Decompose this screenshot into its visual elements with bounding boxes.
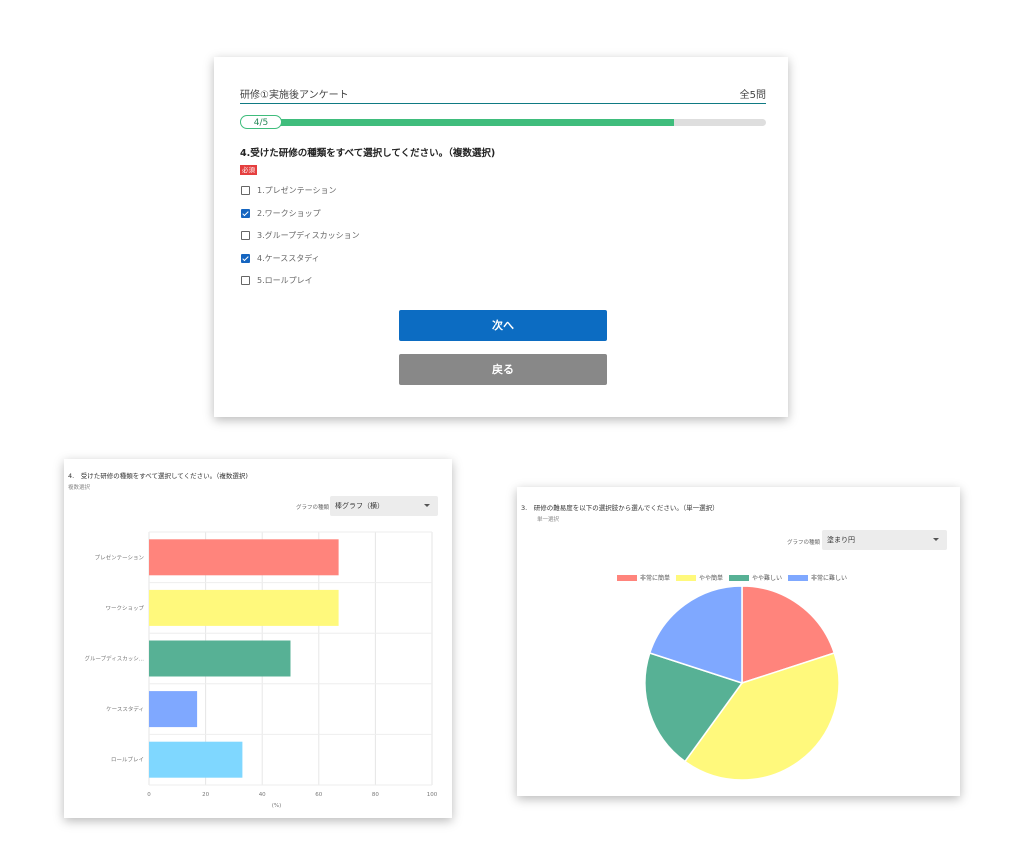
graph-type-value: 塗まり円 [827,536,855,544]
graph-type-select[interactable]: 棒グラフ（横） [330,496,438,516]
checkbox[interactable] [241,208,250,218]
x-axis-label: (%) [272,803,282,809]
progress-fill [254,119,674,126]
category-label: ワークショップ [105,605,144,612]
bar [149,539,339,576]
legend-item: 非常に難しい [788,573,847,582]
survey-title: 研修①実施後アンケート [240,90,349,101]
question-count: 全5問 [739,90,766,101]
checkbox[interactable] [241,230,250,240]
chart-subtitle: 複数選択 [68,485,91,491]
bar-chart-card: 0 20 40 60 80 100 プレゼンテーションワークショップグループディスカッシ..… [64,459,452,818]
option-role-play[interactable]: 5.ロールプレイ [241,274,313,286]
legend-label: やや難しい [752,575,783,582]
pie-slice [644,652,744,763]
option-group-discussion[interactable]: 3.グループディスカッション [241,229,360,241]
graph-type-value: 棒グラフ（横） [335,502,384,510]
x-tick-label: 100 [427,792,438,798]
back-button[interactable]: 戻る [399,354,607,385]
pie-slice [683,652,840,781]
chart-question: 4. 受けた研修の種類をすべて選択してください。（複数選択) [68,472,248,480]
question-text: 4.受けた研修の種類をすべて選択してください。（複数選択) [240,148,496,159]
chart-subtitle: 単一選択 [537,517,560,523]
option-case-study[interactable]: 4.ケーススタディ [241,252,320,264]
category-label: グループディスカッシ... [84,655,144,663]
header-divider [240,103,766,104]
legend-swatch [788,574,809,581]
category-label: ケーススタディ [106,705,144,713]
chevron-down-icon [424,504,430,507]
x-tick-label: 0 [147,792,151,798]
progress-bar [254,119,766,126]
option-label: 4.ケーススタディ [257,253,320,263]
option-label: 5.ロールプレイ [257,275,313,285]
option-label: 2.ワークショップ [257,208,321,218]
bar [149,691,198,728]
pie-slice [648,585,743,685]
progress-label: 4/5 [240,115,282,129]
bar [149,589,339,626]
option-label: 1.プレゼンテーション [257,185,337,195]
x-tick-label: 20 [202,792,209,798]
legend-item: やや難しい [729,573,782,582]
legend-label: やや簡単 [699,575,724,582]
x-tick-label: 80 [372,792,379,798]
x-tick-label: 60 [315,792,322,798]
category-label: プレゼンテーション [95,553,145,561]
option-workshop[interactable]: 2.ワークショップ [241,207,321,219]
pie-slice [741,585,836,685]
checkbox[interactable] [241,185,250,195]
graph-type-select[interactable]: 塗まり円 [822,530,947,550]
graph-type-label: グラフの種類 [296,505,330,511]
survey-card: 研修①実施後アンケート 全5問 4/5 4.受けた研修の種類をすべて選択してくだ… [214,57,788,417]
checkbox[interactable] [241,275,250,285]
pie-legend: 非常に簡単 やや簡単 やや難しい 非常に難しい [617,573,853,582]
option-label: 3.グループディスカッション [257,230,360,240]
legend-item: やや簡単 [676,573,723,582]
bar [149,640,291,677]
graph-type-label: グラフの種類 [787,540,821,546]
required-badge: 必須 [240,165,257,175]
option-presentation[interactable]: 1.プレゼンテーション [241,184,336,196]
pie-chart-card: 3. 研修の難易度を以下の選択肢から選んでください。（単一選択） 単一選択 グラ… [517,487,960,796]
x-tick-label: 40 [259,792,266,798]
legend-swatch [676,574,697,581]
bar-chart: 0 20 40 60 80 100 プレゼンテーションワークショップグループディスカッシ..… [84,531,438,809]
checkbox[interactable] [241,253,250,263]
chart-question: 3. 研修の難易度を以下の選択肢から選んでください。（単一選択） [521,504,719,512]
legend-label: 非常に簡単 [640,575,671,582]
bar [149,741,243,778]
legend-swatch [729,574,750,581]
legend-label: 非常に難しい [811,575,848,582]
category-label: ロールプレイ [111,757,144,764]
pie-chart [644,585,840,781]
chevron-down-icon [933,538,939,541]
next-button[interactable]: 次へ [399,310,607,341]
legend-item: 非常に簡単 [617,573,670,582]
legend-swatch [617,574,637,581]
